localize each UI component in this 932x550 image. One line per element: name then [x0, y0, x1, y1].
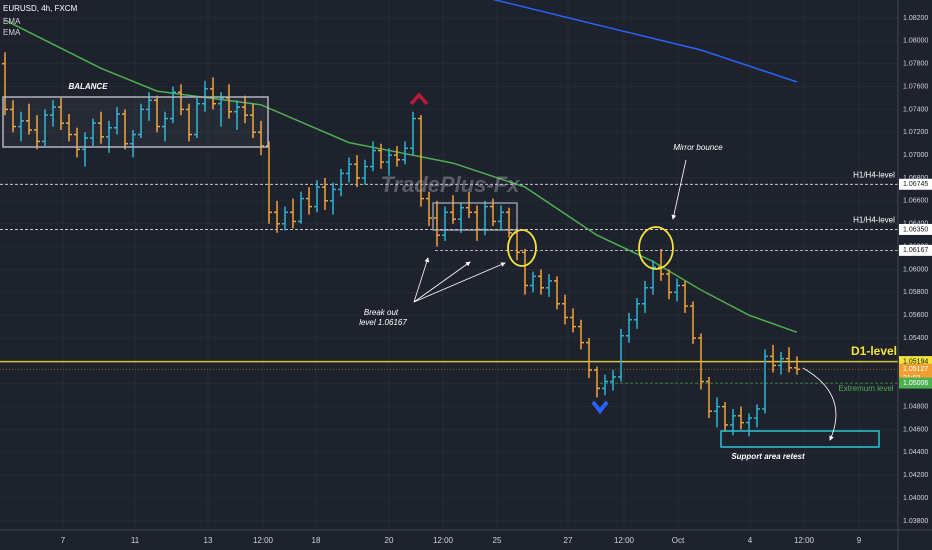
y-tick-label: 1.07600: [903, 83, 928, 90]
arrow: [413, 262, 506, 303]
x-tick-label: 20: [385, 536, 394, 545]
x-tick-label: 12:00: [794, 536, 815, 545]
y-tick-label: 1.04600: [903, 426, 928, 433]
arrow: [802, 367, 837, 441]
consolidation-box: [432, 202, 518, 231]
y-tick-label: 1.05800: [903, 289, 928, 296]
x-tick-label: 4: [748, 536, 753, 545]
price-axis-bg: [898, 0, 932, 550]
level-annotation: H1/H4-level: [853, 216, 895, 225]
price-label: 1.05006: [903, 380, 928, 387]
price-label-bg: [899, 356, 932, 368]
y-tick-label: 1.04800: [903, 403, 928, 410]
price-label-bg: [899, 244, 932, 256]
annotation: Support area retest: [731, 452, 805, 461]
y-tick-label: 1.05600: [903, 312, 928, 319]
x-tick-label: 12:00: [614, 536, 635, 545]
y-tick-label: 1.08000: [903, 38, 928, 45]
level-annotation: D1-level: [851, 344, 897, 358]
y-tick-label: 1.08200: [903, 15, 928, 22]
annotation: Mirror bounce: [673, 143, 723, 152]
x-tick-label: 27: [564, 536, 573, 545]
legend-entry: EMA: [3, 28, 21, 37]
y-tick-label: 1.05400: [903, 335, 928, 342]
y-tick-label: 1.06800: [903, 175, 928, 182]
support-box: [720, 430, 880, 448]
y-tick-label: 1.06600: [903, 198, 928, 205]
annotation: level 1.06167: [359, 318, 407, 327]
price-label: 1.06350: [903, 226, 928, 233]
y-tick-label: 1.07000: [903, 152, 928, 159]
arrow: [413, 261, 471, 303]
x-tick-label: 7: [61, 536, 66, 545]
y-tick-label: 1.03800: [903, 518, 928, 525]
x-tick-label: 13: [204, 536, 213, 545]
price-label-bg: [899, 377, 932, 389]
watermark: TradePlus-Fx: [381, 172, 521, 197]
price-label: 1.05194: [903, 358, 928, 365]
x-tick-label: 12:00: [433, 536, 454, 545]
level-annotation: H1/H4-level: [853, 170, 895, 179]
price-label: 1.06167: [903, 247, 928, 254]
y-tick-label: 1.06000: [903, 266, 928, 273]
chart-title: EURUSD, 4h, FXCM: [3, 4, 78, 13]
ema-lines: [4, 0, 798, 334]
balance-box: [2, 96, 269, 148]
down-chevron: [591, 400, 609, 415]
y-tick-label: 1.04400: [903, 449, 928, 456]
y-tick-label: 1.04000: [903, 495, 928, 502]
x-tick-label: 25: [493, 536, 502, 545]
x-tick-label: 12:00: [253, 536, 274, 545]
highlight-circle: [638, 226, 674, 270]
up-chevron: [409, 92, 429, 106]
ema-line: [4, 19, 798, 334]
price-label: 1.06745: [903, 181, 928, 188]
price-label-bg: [899, 178, 932, 190]
annotation: BALANCE: [68, 82, 108, 91]
level-annotation: Extremum level: [838, 384, 893, 393]
annotation: Break out: [364, 308, 399, 317]
y-tick-label: 1.07400: [903, 106, 928, 113]
x-tick-label: Oct: [672, 536, 685, 545]
price-label: 1.05127: [903, 366, 928, 373]
x-tick-label: 18: [312, 536, 321, 545]
arrow: [671, 159, 687, 220]
highlight-circle: [507, 229, 537, 267]
arrow: [413, 257, 430, 303]
price-label-bg: [899, 223, 932, 235]
y-tick-label: 1.07200: [903, 129, 928, 136]
x-tick-label: 9: [857, 536, 862, 545]
y-tick-label: 1.07800: [903, 61, 928, 68]
legend-entry: EMA: [3, 17, 21, 26]
bars: [2, 52, 800, 437]
levels: [0, 183, 898, 384]
ema-line: [492, 0, 798, 83]
y-tick-label: 1.04200: [903, 472, 928, 479]
time-axis-bg: [0, 530, 932, 550]
x-tick-label: 11: [131, 536, 140, 545]
